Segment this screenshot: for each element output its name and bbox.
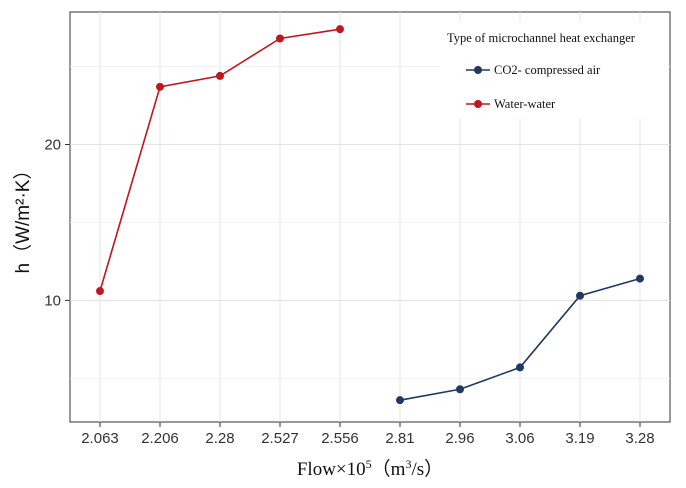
legend-key-point bbox=[474, 66, 482, 74]
legend-label: Water-water bbox=[494, 97, 556, 111]
x-tick-label: 2.063 bbox=[81, 430, 119, 447]
data-point bbox=[516, 363, 524, 372]
y-axis-ticks: 10 20 bbox=[44, 137, 70, 309]
x-tick-label: 2.81 bbox=[385, 430, 414, 447]
legend: Type of microchannel heat exchanger CO2-… bbox=[440, 22, 668, 118]
series-layer bbox=[96, 25, 644, 405]
legend-items: CO2- compressed air Water-water bbox=[466, 63, 601, 111]
data-point bbox=[216, 71, 224, 80]
legend-label: CO2- compressed air bbox=[494, 63, 601, 77]
x-axis-ticks: 2.063 2.206 2.28 2.527 2.556 2.81 2.96 3.06 3.19… bbox=[81, 422, 655, 447]
x-tick-label: 3.06 bbox=[505, 430, 534, 447]
data-point bbox=[156, 82, 164, 91]
data-point bbox=[396, 396, 404, 405]
data-point bbox=[576, 291, 584, 300]
x-tick-label: 3.28 bbox=[625, 430, 654, 447]
data-point bbox=[456, 385, 464, 394]
data-point bbox=[636, 274, 644, 283]
y-tick-label: 20 bbox=[44, 137, 61, 154]
x-tick-label: 2.96 bbox=[445, 430, 474, 447]
x-axis-title: Flow×105（m3/s） bbox=[297, 457, 443, 480]
x-tick-label: 2.556 bbox=[321, 430, 359, 447]
legend-key-point bbox=[474, 100, 482, 108]
y-tick-label: 10 bbox=[44, 292, 61, 309]
x-tick-label: 2.527 bbox=[261, 430, 299, 447]
data-point bbox=[96, 287, 104, 296]
y-axis-title: h（W/m²·K） bbox=[12, 161, 34, 274]
x-tick-label: 2.206 bbox=[141, 430, 179, 447]
data-point bbox=[276, 34, 284, 43]
legend-title: Type of microchannel heat exchanger bbox=[447, 31, 636, 45]
data-point bbox=[336, 25, 344, 34]
x-tick-label: 2.28 bbox=[205, 430, 234, 447]
x-tick-label: 3.19 bbox=[565, 430, 594, 447]
